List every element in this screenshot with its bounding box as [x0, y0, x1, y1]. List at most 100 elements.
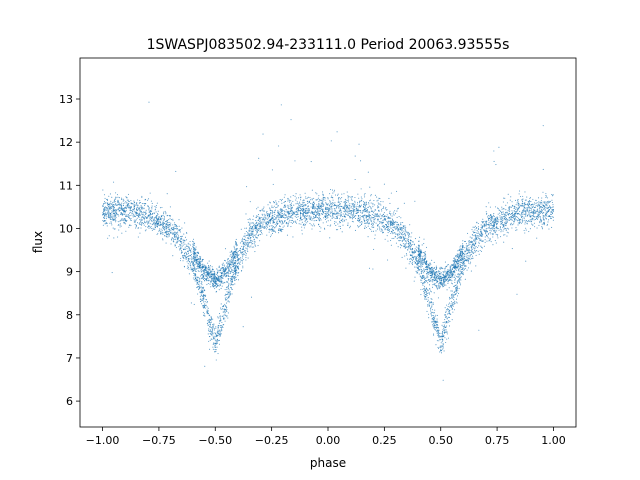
data-point [263, 216, 265, 218]
data-point [266, 221, 268, 223]
data-point [322, 210, 324, 212]
data-point [210, 316, 212, 318]
data-point [532, 224, 534, 226]
data-point [442, 326, 444, 328]
data-point [545, 218, 547, 220]
data-point [363, 201, 365, 203]
data-point [177, 240, 179, 242]
data-point [180, 249, 182, 252]
data-point [442, 347, 444, 349]
data-point [257, 215, 259, 218]
data-point [317, 199, 319, 201]
data-point [201, 288, 203, 290]
data-point [295, 193, 297, 195]
data-point [410, 249, 412, 251]
data-point [359, 216, 361, 219]
data-point [234, 276, 236, 278]
data-point [415, 249, 418, 251]
data-point [536, 209, 538, 211]
data-point [499, 215, 501, 217]
data-point [128, 206, 130, 209]
data-point [310, 216, 312, 218]
data-point [249, 236, 251, 239]
data-point [473, 239, 475, 241]
data-point [371, 222, 373, 224]
data-point [550, 207, 552, 209]
data-point [524, 199, 526, 201]
data-point [423, 275, 425, 277]
data-point [224, 310, 226, 312]
data-point [377, 205, 379, 207]
data-point [139, 232, 141, 234]
data-point [442, 343, 444, 346]
data-point [135, 224, 137, 226]
data-point [257, 214, 260, 216]
data-point [197, 282, 199, 284]
data-point [151, 202, 153, 205]
data-point [186, 257, 188, 259]
data-point [454, 300, 456, 302]
data-point [252, 222, 254, 225]
data-point [506, 213, 508, 215]
data-point [501, 217, 503, 219]
data-point [401, 256, 403, 259]
data-point [330, 206, 332, 208]
data-point [151, 213, 153, 215]
data-point [408, 243, 410, 245]
data-point [368, 205, 370, 207]
data-point [463, 269, 465, 271]
data-point [437, 321, 439, 323]
data-point [284, 220, 286, 222]
data-point [311, 198, 313, 200]
data-point [500, 223, 502, 225]
data-point [272, 222, 274, 224]
data-point [167, 225, 169, 227]
data-point [309, 197, 311, 199]
data-point [357, 201, 359, 203]
data-point [400, 239, 402, 242]
data-point [130, 219, 132, 222]
data-point [300, 209, 302, 211]
data-point [537, 210, 539, 212]
data-point [456, 283, 458, 285]
data-point [552, 204, 554, 206]
data-point [379, 198, 381, 200]
data-point [216, 338, 218, 341]
data-point [398, 216, 400, 218]
data-point [276, 223, 278, 225]
data-point [201, 280, 203, 283]
data-point [206, 301, 208, 303]
data-point [305, 196, 307, 198]
data-point [549, 213, 552, 215]
data-point [411, 260, 414, 262]
data-point [152, 227, 154, 229]
data-point [292, 217, 294, 219]
data-point [432, 322, 435, 324]
data-point [280, 220, 283, 222]
data-point [432, 316, 434, 318]
data-point [412, 264, 414, 266]
data-point [308, 215, 310, 217]
data-point [399, 231, 401, 233]
data-point [542, 217, 544, 219]
data-point [187, 245, 189, 247]
data-point [404, 240, 406, 242]
data-point [503, 197, 505, 199]
data-point [198, 281, 200, 283]
data-point [498, 219, 500, 221]
data-point [548, 215, 550, 217]
data-point [115, 215, 117, 217]
data-point [457, 292, 460, 295]
data-point [361, 198, 363, 200]
data-point [114, 228, 116, 230]
data-point [168, 224, 170, 226]
data-point [188, 260, 190, 263]
data-point [369, 219, 371, 221]
data-point [331, 211, 333, 213]
data-point [287, 210, 289, 212]
data-point [275, 231, 277, 233]
data-point [217, 316, 219, 318]
data-point [172, 220, 174, 222]
data-point [530, 209, 532, 212]
data-point [319, 214, 321, 216]
